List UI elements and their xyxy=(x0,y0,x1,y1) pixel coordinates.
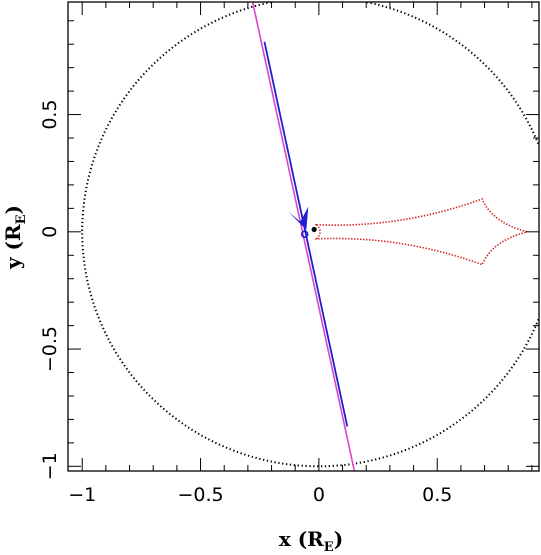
y-tick-label: 0.5 xyxy=(39,99,61,129)
y-axis-title: y (RE) xyxy=(1,205,29,270)
plot-frame xyxy=(67,1,540,472)
y-axis-title-close: ) xyxy=(1,205,25,214)
lens-point xyxy=(311,226,317,233)
model-trajectory-line xyxy=(263,41,349,427)
caustic-group xyxy=(314,197,531,266)
x-axis-title-main: x (R xyxy=(279,527,324,551)
markers-group xyxy=(288,206,317,238)
y-axis-title-main: y (R xyxy=(1,224,25,270)
x-tick-label: −0.5 xyxy=(177,484,223,506)
y-axis-title-sub: E xyxy=(14,214,29,224)
y-tick-label: −0.5 xyxy=(39,326,61,372)
tick-group: −1 −0.5 0 0.5 −1 −0.5 0 0.5 xyxy=(39,2,539,506)
x-tick-label: −1 xyxy=(68,484,96,506)
source-circle xyxy=(300,230,309,238)
x-axis-title-close: ) xyxy=(334,527,343,551)
x-axis-title: x (RE) xyxy=(279,527,343,555)
x-tick-label: 0.5 xyxy=(422,484,452,506)
x-axis-title-sub: E xyxy=(324,540,334,555)
caustic-curve xyxy=(314,197,531,266)
y-tick-label: 0 xyxy=(39,226,61,238)
direction-arrow xyxy=(288,206,309,230)
x-tick-label: 0 xyxy=(313,484,325,506)
y-tick-label: −1 xyxy=(39,452,61,480)
